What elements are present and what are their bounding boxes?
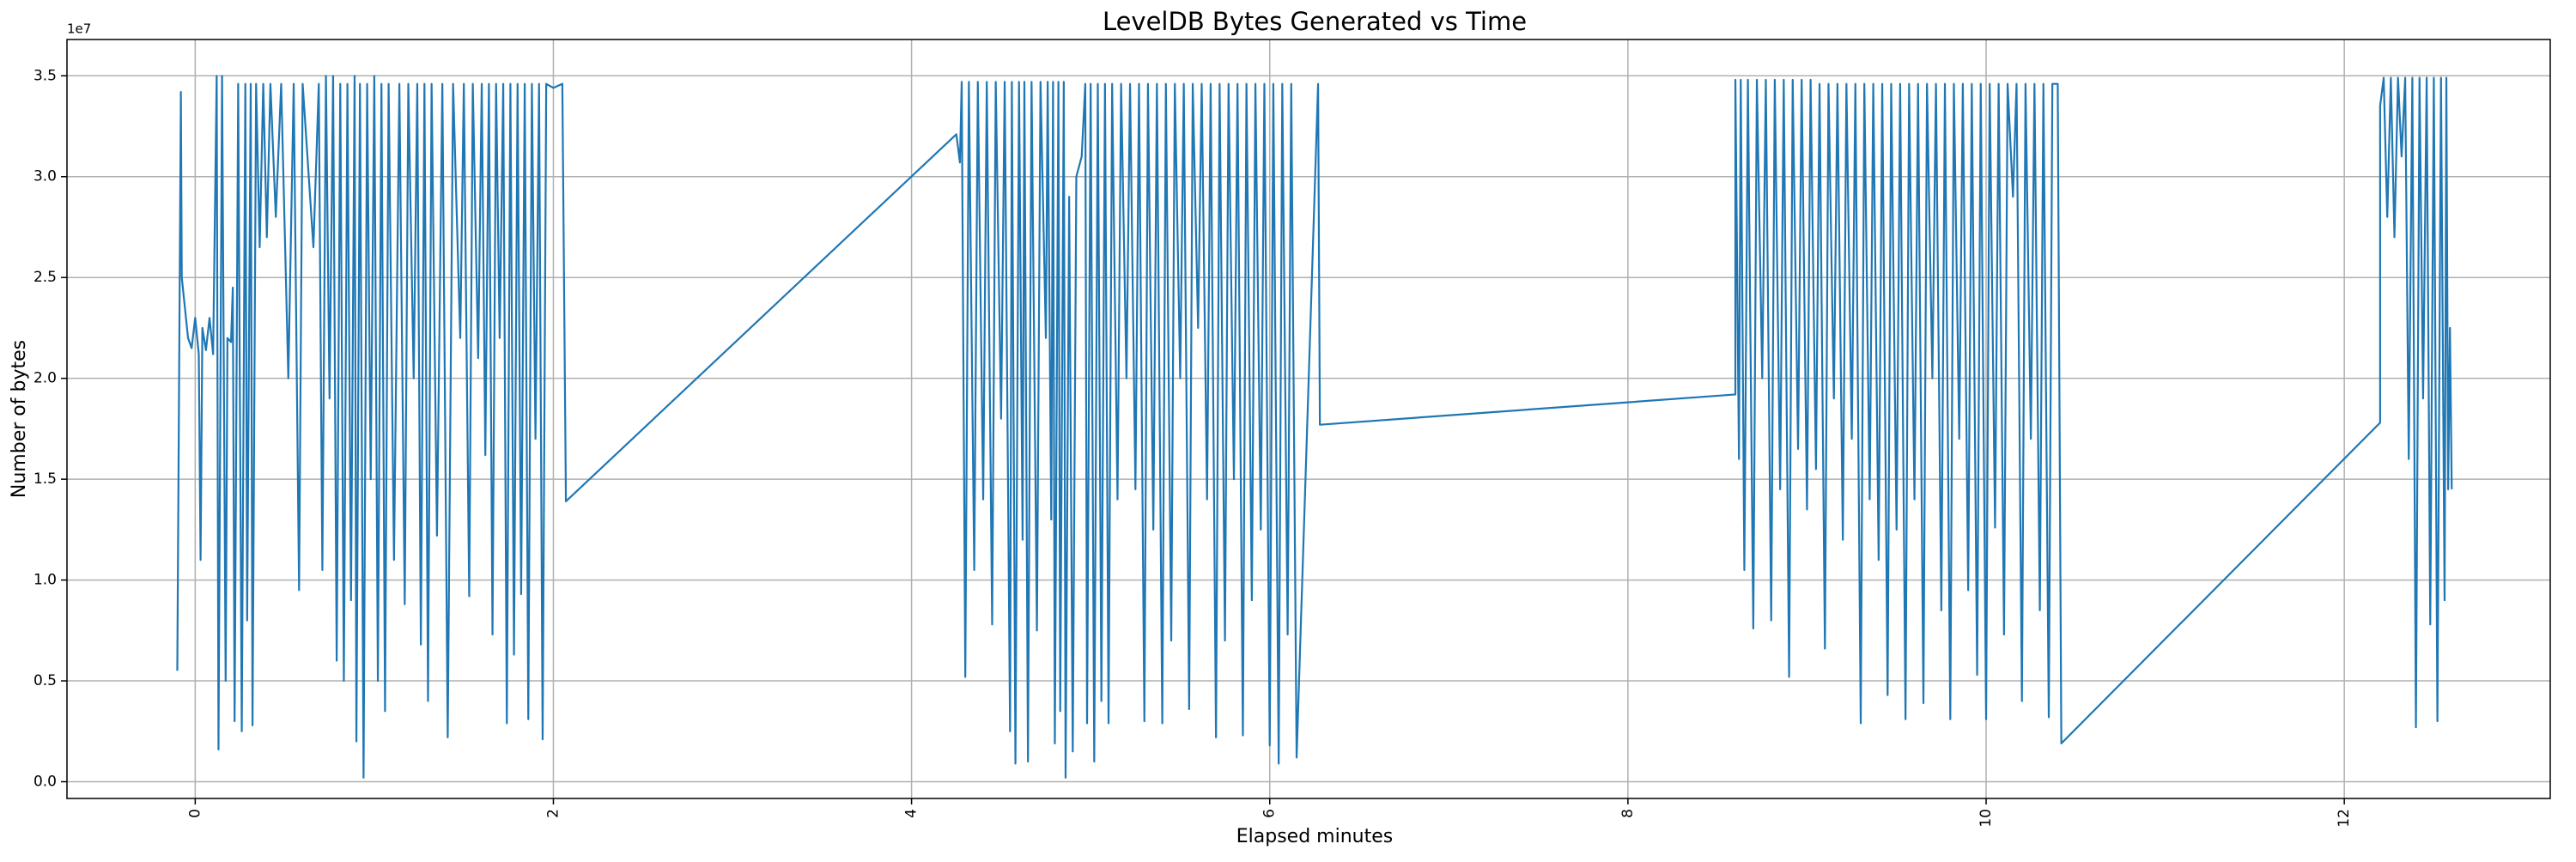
y-tick-label: 3.5 <box>33 67 57 84</box>
x-tick-label: 12 <box>2336 809 2353 828</box>
x-tick-label: 0 <box>186 809 204 818</box>
x-tick-label: 8 <box>1619 809 1637 818</box>
y-tick-label: 1.5 <box>33 470 57 488</box>
y-tick-label: 0.0 <box>33 774 57 791</box>
x-tick-label: 4 <box>903 809 920 818</box>
x-axis-label: Elapsed minutes <box>1236 826 1393 847</box>
chart-title: LevelDB Bytes Generated vs Time <box>1103 7 1527 36</box>
x-tick-label: 2 <box>544 809 562 818</box>
y-offset-label: 1e7 <box>67 21 91 37</box>
x-tick-label: 10 <box>1978 809 1995 828</box>
y-tick-label: 1.0 <box>33 572 57 589</box>
y-tick-label: 3.0 <box>33 168 57 185</box>
y-axis-label: Number of bytes <box>9 340 30 498</box>
y-tick-label: 2.5 <box>33 269 57 286</box>
y-tick-label: 2.0 <box>33 370 57 387</box>
y-tick-label: 0.5 <box>33 672 57 689</box>
x-tick-label: 6 <box>1261 809 1279 818</box>
plot-frame <box>66 39 2551 799</box>
data-line <box>176 75 2453 779</box>
